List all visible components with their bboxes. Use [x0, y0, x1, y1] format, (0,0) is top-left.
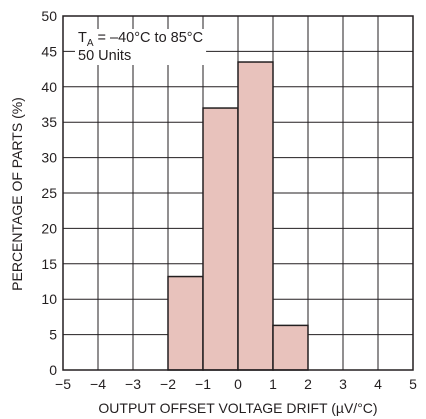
x-tick-label-3: −2 [160, 376, 176, 392]
histogram-bar-2 [237, 61, 274, 371]
y-axis-title: PERCENTAGE OF PARTS (%) [9, 97, 25, 291]
y-tick-label-1: 5 [49, 327, 57, 343]
x-tick-label-10: 5 [409, 376, 417, 392]
annotation-units: 50 Units [78, 48, 131, 64]
x-tick-label-4: −1 [195, 376, 211, 392]
y-tick-label-2: 10 [41, 291, 57, 307]
x-tick-label-5: 0 [234, 376, 242, 392]
y-tick-labels: 0 5 10 15 20 25 30 35 40 45 50 [41, 8, 57, 378]
histogram-bar-3 [272, 324, 309, 371]
annotation-temperature: TA = –40°C to 85°C [78, 30, 203, 49]
x-tick-label-8: 3 [339, 376, 347, 392]
y-tick-label-9: 45 [41, 43, 57, 59]
plot-frame [62, 15, 414, 371]
x-tick-label-0: −5 [55, 376, 71, 392]
y-tick-label-10: 50 [41, 8, 57, 24]
y-tick-label-5: 25 [41, 185, 57, 201]
y-tick-label-4: 20 [41, 220, 57, 236]
y-tick-label-3: 15 [41, 256, 57, 272]
x-tick-label-7: 2 [304, 376, 312, 392]
y-tick-label-0: 0 [49, 362, 57, 378]
histogram-bar-1 [202, 107, 239, 371]
x-axis-title: OUTPUT OFFSET VOLTAGE DRIFT (µV/°C) [98, 400, 377, 416]
y-tick-label-8: 40 [41, 79, 57, 95]
x-tick-label-1: −4 [90, 376, 106, 392]
bars [167, 61, 309, 371]
x-tick-label-9: 4 [374, 376, 382, 392]
x-tick-label-6: 1 [269, 376, 277, 392]
histogram-bar-0 [167, 275, 204, 371]
x-tick-labels: −5 −4 −3 −2 −1 0 1 2 3 4 5 [55, 376, 417, 392]
x-tick-label-2: −3 [125, 376, 141, 392]
y-tick-label-7: 35 [41, 114, 57, 130]
y-tick-label-6: 30 [41, 150, 57, 166]
annotation-background [75, 29, 207, 65]
